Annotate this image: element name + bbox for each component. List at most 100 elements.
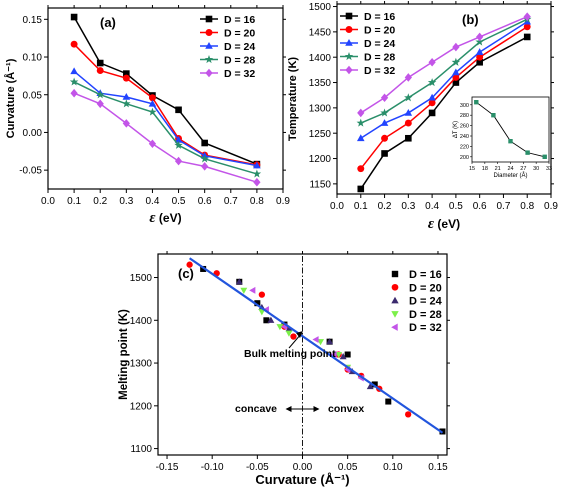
data-point bbox=[70, 88, 78, 98]
x-axis-label: Curvature (Å⁻¹) bbox=[255, 472, 349, 487]
y-tick-label: 1500 bbox=[309, 2, 332, 13]
inset-x-tick-label: 33 bbox=[546, 166, 552, 172]
legend-label: D = 28 bbox=[364, 52, 395, 64]
legend-label: D = 28 bbox=[224, 55, 255, 67]
y-tick-label: 1200 bbox=[309, 154, 332, 165]
x-tick-label: 0.9 bbox=[276, 196, 290, 207]
plot-frame bbox=[336, 3, 552, 195]
data-point bbox=[523, 17, 532, 25]
y-tick-label: 1450 bbox=[309, 27, 332, 38]
legend-label: D = 32 bbox=[409, 322, 442, 334]
x-tick-label: 0.2 bbox=[93, 196, 107, 207]
panel-label: (a) bbox=[100, 15, 116, 30]
data-point bbox=[380, 108, 389, 117]
data-point bbox=[174, 140, 183, 149]
x-tick-label: 0.3 bbox=[119, 196, 133, 207]
legend-marker bbox=[204, 55, 214, 64]
x-tick-label: 0.4 bbox=[425, 201, 439, 212]
convex-label: convex bbox=[328, 403, 364, 415]
data-point bbox=[200, 265, 207, 272]
panel-label: (c) bbox=[178, 266, 194, 281]
legend-marker bbox=[391, 323, 398, 331]
x-axis-label: ε (eV) bbox=[428, 216, 460, 232]
data-point bbox=[344, 351, 351, 358]
x-tick-label: -0.05 bbox=[246, 462, 269, 473]
x-tick-label: 0.6 bbox=[473, 201, 487, 212]
inset-x-tick-label: 24 bbox=[507, 166, 513, 172]
inset-x-tick-label: 15 bbox=[469, 166, 475, 172]
x-tick-label: 0.5 bbox=[449, 201, 463, 212]
legend-marker bbox=[391, 283, 399, 291]
data-point bbox=[452, 42, 460, 52]
panel-a: 0.0 0.1 0.2 0.3 0.4 0.5 0.6 0.7 0.8 0.9 -0.05 0.00 0… bbox=[4, 5, 290, 226]
legend-marker bbox=[391, 296, 399, 304]
inset-data-point bbox=[474, 100, 479, 105]
data-point bbox=[96, 67, 104, 75]
x-tick-label: 0.2 bbox=[378, 201, 392, 212]
data-point bbox=[240, 287, 248, 294]
data-point bbox=[428, 93, 436, 101]
data-point bbox=[254, 300, 261, 307]
legend-label: D = 20 bbox=[224, 28, 255, 40]
x-axis-label: ε (eV) bbox=[149, 210, 181, 226]
legend-label: D = 16 bbox=[364, 11, 395, 23]
data-point bbox=[95, 90, 105, 99]
legend-label: D = 32 bbox=[224, 68, 255, 80]
y-tick-label: 1350 bbox=[309, 78, 332, 89]
inset-data-point bbox=[491, 113, 496, 118]
linear-fit-line bbox=[188, 257, 444, 434]
data-point bbox=[174, 136, 183, 143]
y-tick-label: 1500 bbox=[130, 273, 153, 284]
legend-marker bbox=[345, 39, 353, 46]
data-point bbox=[405, 411, 412, 418]
data-point bbox=[452, 74, 460, 81]
inset-y-tick-label: 200 bbox=[460, 155, 469, 161]
y-tick-label: 1300 bbox=[309, 103, 332, 114]
inset-y-axis-label: ΔT (K) bbox=[453, 121, 459, 138]
data-point bbox=[357, 185, 365, 193]
data-point bbox=[326, 338, 334, 345]
direction-arrow-right bbox=[313, 406, 320, 412]
x-tick-label: -0.15 bbox=[156, 462, 179, 473]
inset-y-tick-label: 240 bbox=[460, 134, 469, 140]
legend-label: D = 24 bbox=[224, 41, 255, 53]
x-tick-label: 0.4 bbox=[145, 196, 159, 207]
data-point bbox=[263, 317, 270, 324]
data-point bbox=[356, 134, 365, 142]
data-point bbox=[380, 119, 389, 126]
y-tick-label: -0.05 bbox=[19, 166, 42, 177]
y-tick-label: 0.10 bbox=[23, 53, 43, 64]
inset-x-tick-label: 21 bbox=[495, 166, 501, 172]
data-point bbox=[267, 316, 275, 323]
legend-label: D = 24 bbox=[409, 296, 443, 308]
data-point bbox=[523, 12, 531, 21]
y-tick-label: 1100 bbox=[130, 444, 152, 455]
legend-label: D = 16 bbox=[409, 269, 442, 281]
concave-label: concave bbox=[235, 403, 277, 415]
data-point bbox=[356, 118, 366, 127]
data-point bbox=[523, 23, 531, 31]
x-tick-label: 0.1 bbox=[67, 196, 81, 207]
data-point bbox=[404, 108, 413, 116]
data-point bbox=[312, 336, 319, 343]
y-tick-label: 0.00 bbox=[23, 128, 43, 139]
data-point bbox=[123, 70, 130, 77]
bulk-arrow-head bbox=[296, 331, 303, 338]
data-point bbox=[285, 330, 293, 337]
data-point bbox=[405, 134, 412, 142]
x-tick-label: 0.0 bbox=[330, 201, 344, 212]
data-point bbox=[380, 93, 389, 103]
inset-y-tick-label: 220 bbox=[460, 144, 469, 150]
inset-x-tick-label: 30 bbox=[533, 166, 539, 172]
legend-marker bbox=[205, 42, 213, 49]
y-tick-label: 1250 bbox=[309, 129, 332, 140]
data-point bbox=[285, 325, 293, 332]
y-tick-label: 0.05 bbox=[23, 90, 43, 101]
inset-data-point bbox=[542, 154, 547, 159]
legend-marker bbox=[205, 29, 213, 36]
y-tick-label: 1400 bbox=[309, 53, 332, 64]
data-point bbox=[253, 177, 261, 187]
data-point bbox=[357, 108, 365, 118]
direction-arrow-left bbox=[285, 406, 292, 412]
